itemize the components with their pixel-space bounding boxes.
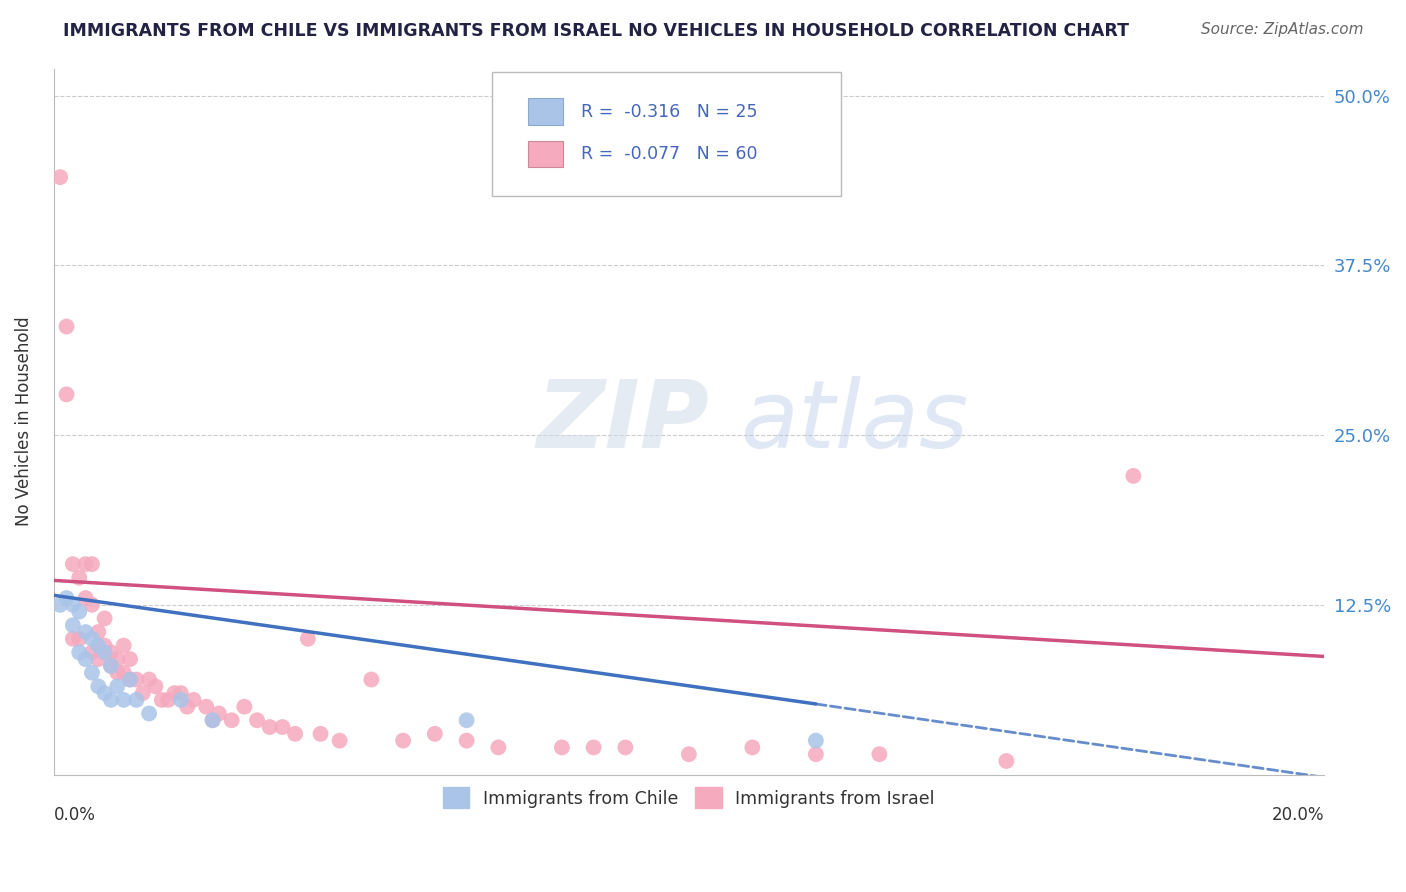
Point — [804, 733, 827, 747]
Point — [112, 665, 135, 680]
Point — [93, 611, 115, 625]
Text: 0.0%: 0.0% — [53, 806, 96, 824]
Point — [55, 387, 77, 401]
Point — [297, 632, 319, 646]
Point — [67, 645, 90, 659]
Point — [145, 679, 167, 693]
Point — [486, 740, 509, 755]
FancyBboxPatch shape — [527, 141, 564, 168]
Point — [112, 639, 135, 653]
Point — [551, 740, 574, 755]
Point — [183, 693, 205, 707]
Point — [80, 645, 103, 659]
Point — [868, 747, 890, 762]
Point — [87, 625, 110, 640]
Point — [93, 645, 115, 659]
Point — [80, 665, 103, 680]
Text: IMMIGRANTS FROM CHILE VS IMMIGRANTS FROM ISRAEL NO VEHICLES IN HOUSEHOLD CORRELA: IMMIGRANTS FROM CHILE VS IMMIGRANTS FROM… — [63, 22, 1129, 40]
FancyBboxPatch shape — [527, 98, 564, 125]
Point — [259, 720, 281, 734]
Point — [423, 727, 446, 741]
Point — [233, 699, 256, 714]
Point — [105, 679, 128, 693]
Point — [105, 652, 128, 666]
Point — [112, 693, 135, 707]
Point — [87, 652, 110, 666]
Point — [125, 673, 148, 687]
Point — [100, 645, 122, 659]
Point — [614, 740, 637, 755]
Point — [176, 699, 198, 714]
Point — [62, 598, 84, 612]
Text: ZIP: ZIP — [537, 376, 710, 467]
Point — [100, 659, 122, 673]
Point — [49, 598, 72, 612]
Point — [75, 591, 97, 605]
Point — [105, 665, 128, 680]
Point — [678, 747, 700, 762]
Text: 20.0%: 20.0% — [1271, 806, 1324, 824]
Point — [100, 659, 122, 673]
Point — [67, 571, 90, 585]
Point — [246, 713, 269, 727]
Point — [87, 679, 110, 693]
Point — [80, 557, 103, 571]
Point — [118, 673, 141, 687]
Point — [804, 747, 827, 762]
Point — [80, 598, 103, 612]
Point — [55, 319, 77, 334]
Point — [75, 625, 97, 640]
Point — [62, 632, 84, 646]
Point — [208, 706, 231, 721]
Point — [163, 686, 186, 700]
Point — [170, 686, 193, 700]
Text: R =  -0.077   N = 60: R = -0.077 N = 60 — [581, 145, 758, 163]
Y-axis label: No Vehicles in Household: No Vehicles in Household — [15, 317, 32, 526]
Point — [118, 652, 141, 666]
Point — [80, 632, 103, 646]
Point — [201, 713, 224, 727]
Legend: Immigrants from Chile, Immigrants from Israel: Immigrants from Chile, Immigrants from I… — [436, 780, 942, 815]
Point — [118, 673, 141, 687]
Point — [195, 699, 218, 714]
Point — [456, 733, 478, 747]
Point — [150, 693, 173, 707]
Point — [100, 693, 122, 707]
Point — [329, 733, 352, 747]
Point — [62, 557, 84, 571]
Point — [741, 740, 763, 755]
Point — [138, 673, 160, 687]
Point — [49, 170, 72, 185]
Point — [93, 686, 115, 700]
Point — [62, 618, 84, 632]
Text: atlas: atlas — [740, 376, 967, 467]
Point — [392, 733, 415, 747]
Point — [201, 713, 224, 727]
Point — [456, 713, 478, 727]
Point — [157, 693, 180, 707]
Point — [67, 605, 90, 619]
Point — [309, 727, 332, 741]
Point — [93, 639, 115, 653]
Point — [55, 591, 77, 605]
Point — [170, 693, 193, 707]
Point — [132, 686, 155, 700]
Point — [87, 639, 110, 653]
Point — [360, 673, 382, 687]
Point — [138, 706, 160, 721]
Point — [67, 632, 90, 646]
Point — [1122, 468, 1144, 483]
Point — [271, 720, 294, 734]
Text: R =  -0.316   N = 25: R = -0.316 N = 25 — [581, 103, 758, 120]
Point — [221, 713, 243, 727]
Point — [75, 557, 97, 571]
Point — [284, 727, 307, 741]
Point — [995, 754, 1018, 768]
FancyBboxPatch shape — [492, 72, 841, 195]
Point — [75, 652, 97, 666]
Text: Source: ZipAtlas.com: Source: ZipAtlas.com — [1201, 22, 1364, 37]
Point — [125, 693, 148, 707]
Point — [582, 740, 605, 755]
